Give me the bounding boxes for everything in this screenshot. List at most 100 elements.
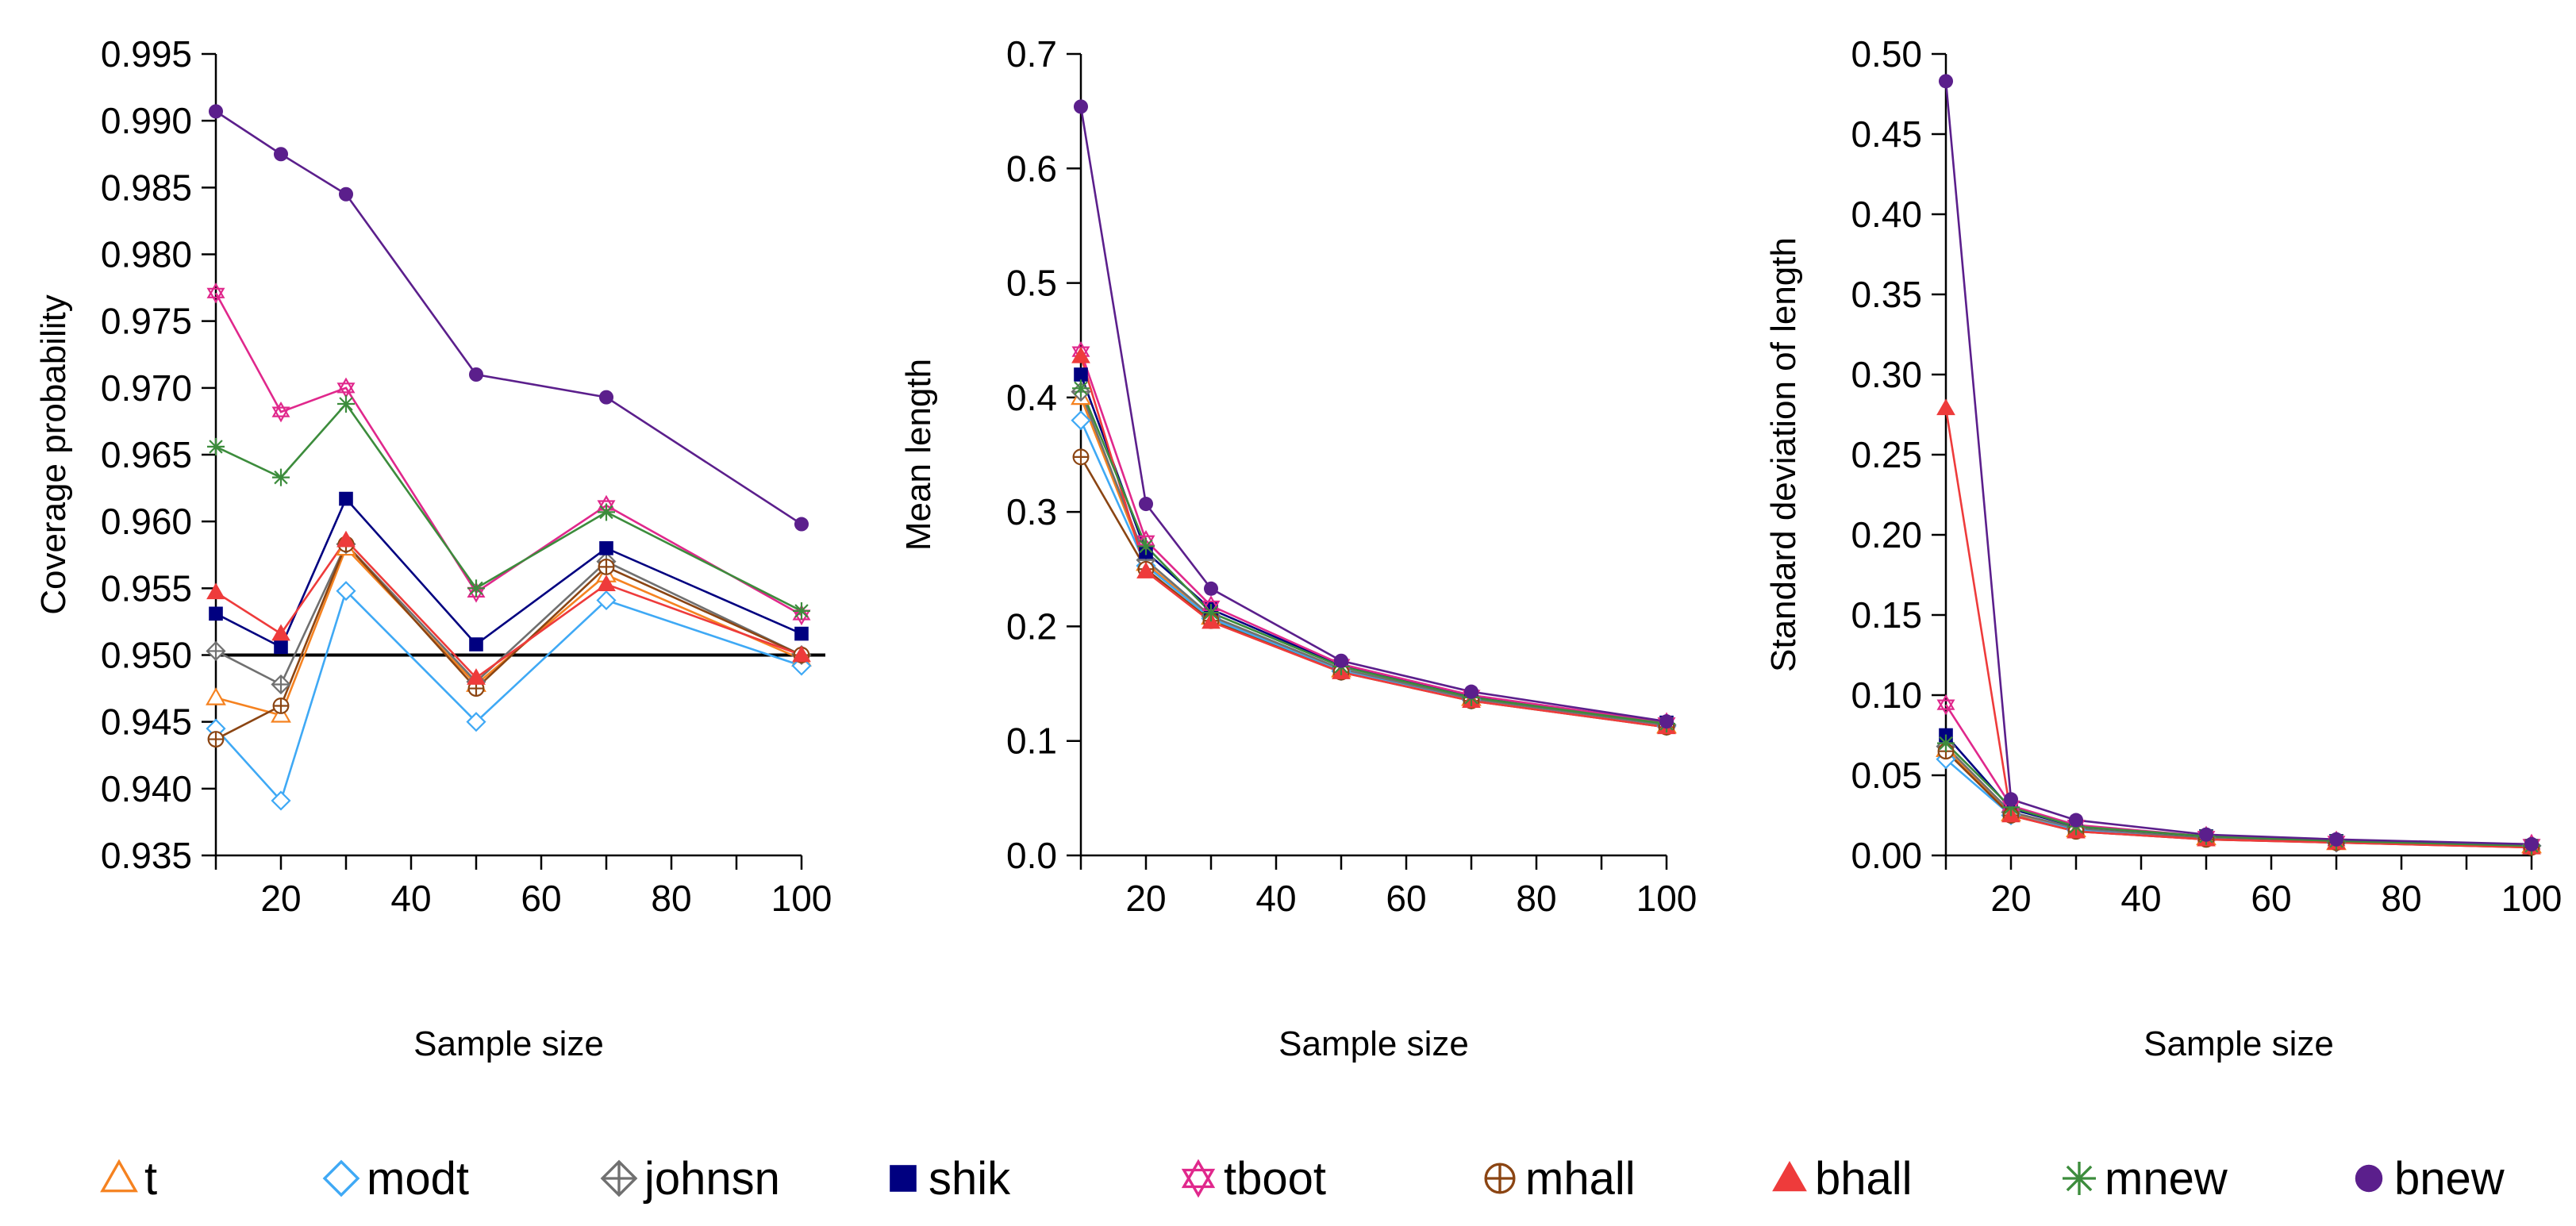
x-tick-label: 60 xyxy=(521,878,561,919)
series-line-shik xyxy=(1079,374,1667,724)
data-point-bnew xyxy=(1659,714,1674,729)
y-tick-label: 0.15 xyxy=(1851,594,1922,636)
x-tick-label: 80 xyxy=(651,878,691,919)
data-point-mnew xyxy=(1937,734,1955,752)
data-point-tboot xyxy=(271,401,290,423)
data-point-bnew xyxy=(2003,792,2019,807)
y-tick-label: 0.5 xyxy=(1006,263,1057,304)
data-point-bnew xyxy=(1463,684,1479,699)
data-point-johnsn xyxy=(271,674,291,695)
data-point-modt xyxy=(336,581,356,601)
data-point-t xyxy=(206,687,226,705)
data-point-modt xyxy=(596,590,617,611)
series-line-johnsn xyxy=(1079,391,1667,726)
y-tick-label: 0.10 xyxy=(1851,674,1922,716)
legend-marker-bnew xyxy=(2355,1164,2383,1193)
series-line-mhall xyxy=(1945,750,2532,849)
y-axis-title: Standard deviation of length xyxy=(1764,237,1803,672)
legend-label: bhall xyxy=(1815,1153,1913,1205)
series-markers-bnew xyxy=(1938,74,2539,851)
series-line-johnsn xyxy=(215,542,802,686)
data-point-bnew xyxy=(1938,74,1954,89)
legend-marker-bhall xyxy=(1772,1160,1807,1192)
data-point-bnew xyxy=(273,147,289,162)
x-tick-label: 20 xyxy=(260,878,301,919)
data-point-mnew xyxy=(467,579,485,598)
data-point-mhall xyxy=(1072,448,1090,466)
x-tick-label: 20 xyxy=(1990,878,2031,919)
x-tick-label: 60 xyxy=(1386,878,1426,919)
data-point-bnew xyxy=(2328,832,2344,847)
data-point-shik xyxy=(209,606,223,621)
y-tick-label: 0.20 xyxy=(1851,514,1922,555)
series-line-tboot xyxy=(1944,704,2532,846)
x-axis-title: Sample size xyxy=(1278,1024,1469,1063)
series-markers-t xyxy=(1071,386,1677,734)
data-point-bnew xyxy=(2198,827,2214,842)
y-tick-label: 0.3 xyxy=(1006,491,1057,532)
data-point-modt xyxy=(271,790,291,811)
legend-item-tboot: tboot xyxy=(1181,1153,1326,1205)
data-point-mhall xyxy=(272,698,290,714)
legend-marker-modt xyxy=(322,1159,360,1197)
legend-item-bnew: bnew xyxy=(2355,1153,2505,1205)
series-markers-bhall xyxy=(1936,398,2541,855)
series-markers-mnew xyxy=(207,395,810,620)
series-markers-bhall xyxy=(1071,346,1676,735)
data-point-modt xyxy=(466,712,486,732)
legend-item-mnew: mnew xyxy=(2063,1153,2228,1205)
x-tick-label: 40 xyxy=(390,878,431,919)
x-tick-label: 100 xyxy=(1636,878,1697,919)
data-point-mnew xyxy=(1137,537,1155,555)
data-point-bnew xyxy=(2068,813,2084,828)
y-tick-label: 0.980 xyxy=(101,234,192,275)
data-point-bnew xyxy=(208,104,224,119)
series-markers-shik xyxy=(1939,728,2539,853)
y-axis-title: Mean length xyxy=(899,359,938,551)
legend-marker-mnew xyxy=(2063,1162,2096,1195)
data-point-bhall xyxy=(206,582,225,600)
data-point-mnew xyxy=(207,437,225,455)
series-line-mnew xyxy=(1945,742,2532,847)
y-tick-label: 0.40 xyxy=(1851,194,1922,235)
data-point-bnew xyxy=(338,186,354,202)
series-line-tboot xyxy=(1079,351,1667,724)
legend-item-t: t xyxy=(100,1153,157,1205)
data-point-tboot xyxy=(336,377,356,399)
y-tick-label: 0.970 xyxy=(101,367,192,409)
data-point-bhall xyxy=(792,645,811,663)
data-point-bnew xyxy=(794,517,809,532)
data-point-bhall xyxy=(271,624,290,641)
series-line-mnew xyxy=(215,402,802,613)
data-point-bhall xyxy=(597,575,616,592)
data-point-mhall xyxy=(598,558,615,575)
y-tick-label: 0.50 xyxy=(1851,33,1922,75)
data-point-mhall xyxy=(207,731,225,748)
legend-marker-shik xyxy=(890,1165,917,1192)
series-markers-bnew xyxy=(1073,99,1674,729)
series-line-bhall xyxy=(1944,408,2532,849)
legend-marker-tboot xyxy=(1181,1159,1216,1198)
data-point-shik xyxy=(794,626,809,641)
y-tick-label: 0.935 xyxy=(101,835,192,876)
series-markers-tboot xyxy=(1936,694,2541,855)
data-point-johnsn xyxy=(206,640,226,662)
y-tick-label: 0.955 xyxy=(101,567,192,609)
legend-label: bnew xyxy=(2394,1153,2505,1205)
y-tick-label: 0.985 xyxy=(101,167,192,208)
legend-label: johnsn xyxy=(643,1153,780,1205)
legend-item-mhall: mhall xyxy=(1484,1153,1636,1205)
data-point-mnew xyxy=(2002,798,2020,817)
y-tick-label: 0.995 xyxy=(101,33,192,75)
data-point-bhall xyxy=(1936,398,1955,416)
y-axis-title: Coverage probability xyxy=(34,294,73,615)
data-point-shik xyxy=(274,640,288,655)
data-point-mnew xyxy=(337,395,355,413)
data-point-mnew xyxy=(272,468,290,486)
series-line-t xyxy=(1945,748,2532,847)
data-point-bnew xyxy=(598,390,614,405)
y-tick-label: 0.35 xyxy=(1851,274,1922,315)
data-point-tboot xyxy=(206,282,225,304)
series-line-mnew xyxy=(1079,387,1667,725)
x-tick-label: 100 xyxy=(771,878,832,919)
